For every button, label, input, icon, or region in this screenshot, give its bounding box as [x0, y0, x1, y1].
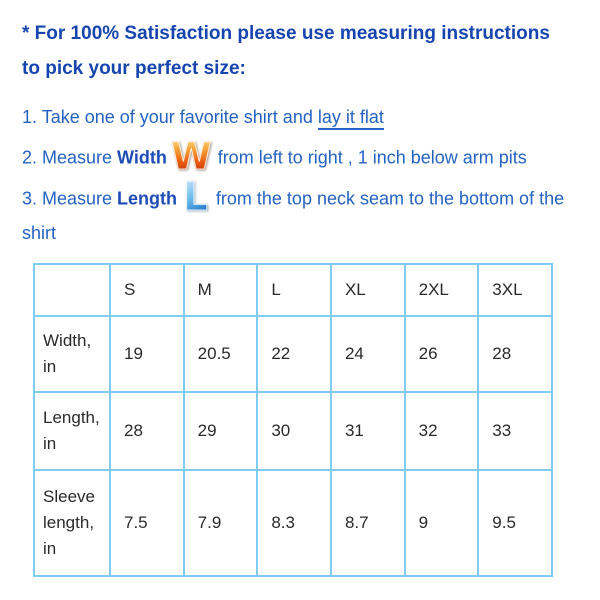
length-bold-label: Length	[117, 188, 178, 209]
table-row-length: Length, in 28 29 30 31 32 33	[33, 391, 553, 472]
step3-text-pre: 3. Measure	[22, 188, 118, 209]
heading-line-2: to pick your perfect size:	[22, 58, 246, 79]
table-header-row: S M L XL 2XL 3XL	[33, 263, 553, 318]
value-cell: 29	[182, 391, 259, 472]
col-header-s: S	[109, 263, 185, 318]
value-cell: 8.7	[329, 469, 406, 578]
value-cell: 30	[256, 391, 332, 472]
col-header-3xl: 3XL	[477, 263, 553, 318]
col-header-xl: XL	[329, 263, 406, 318]
satisfaction-heading: * For 100% Satisfaction please use measu…	[22, 16, 582, 86]
value-cell: 32	[403, 391, 480, 472]
row-label-sleeve-length: Sleeve length, in	[33, 469, 111, 578]
length-gradient-l-icon: L	[183, 175, 209, 221]
size-chart-table: S M L XL 2XL 3XL Width, in 19 20.5 22 24…	[33, 263, 553, 578]
step3-text-post: from the top neck seam to the bottom of …	[22, 188, 565, 244]
value-cell: 7.5	[109, 469, 185, 578]
col-header-l: L	[256, 263, 332, 318]
col-header-2xl: 2XL	[403, 263, 480, 318]
value-cell: 20.5	[182, 315, 259, 394]
instruction-step-1: 1. Take one of your favorite shirt and l…	[22, 107, 582, 130]
value-cell: 9	[403, 469, 480, 578]
row-label-length: Length, in	[33, 391, 111, 472]
value-cell: 33	[477, 391, 553, 472]
value-cell: 7.9	[182, 469, 259, 578]
width-gradient-w-icon: W	[170, 135, 212, 178]
size-guide-section: * For 100% Satisfaction please use measu…	[22, 16, 582, 578]
width-bold-label: Width	[117, 147, 167, 168]
value-cell: 28	[109, 391, 185, 472]
step2-text-post: from left to right , 1 inch below arm pi…	[217, 147, 527, 168]
step1-text: 1. Take one of your favorite shirt and	[22, 107, 318, 127]
lay-it-flat-link[interactable]: lay it flat	[317, 107, 384, 130]
value-cell: 22	[256, 315, 332, 394]
value-cell: 26	[403, 315, 480, 394]
table-row-width: Width, in 19 20.5 22 24 26 28	[33, 315, 553, 394]
col-header-m: M	[182, 263, 259, 318]
corner-cell	[33, 263, 111, 318]
value-cell: 8.3	[256, 469, 332, 578]
value-cell: 19	[109, 315, 185, 394]
value-cell: 24	[329, 315, 406, 394]
table-row-sleeve-length: Sleeve length, in 7.5 7.9 8.3 8.7 9 9.5	[33, 469, 553, 578]
heading-line-1: * For 100% Satisfaction please use measu…	[22, 23, 550, 44]
value-cell: 9.5	[477, 469, 553, 578]
value-cell: 31	[329, 391, 406, 472]
step2-text-pre: 2. Measure	[22, 147, 118, 168]
row-label-width: Width, in	[33, 315, 111, 394]
value-cell: 28	[477, 315, 553, 394]
